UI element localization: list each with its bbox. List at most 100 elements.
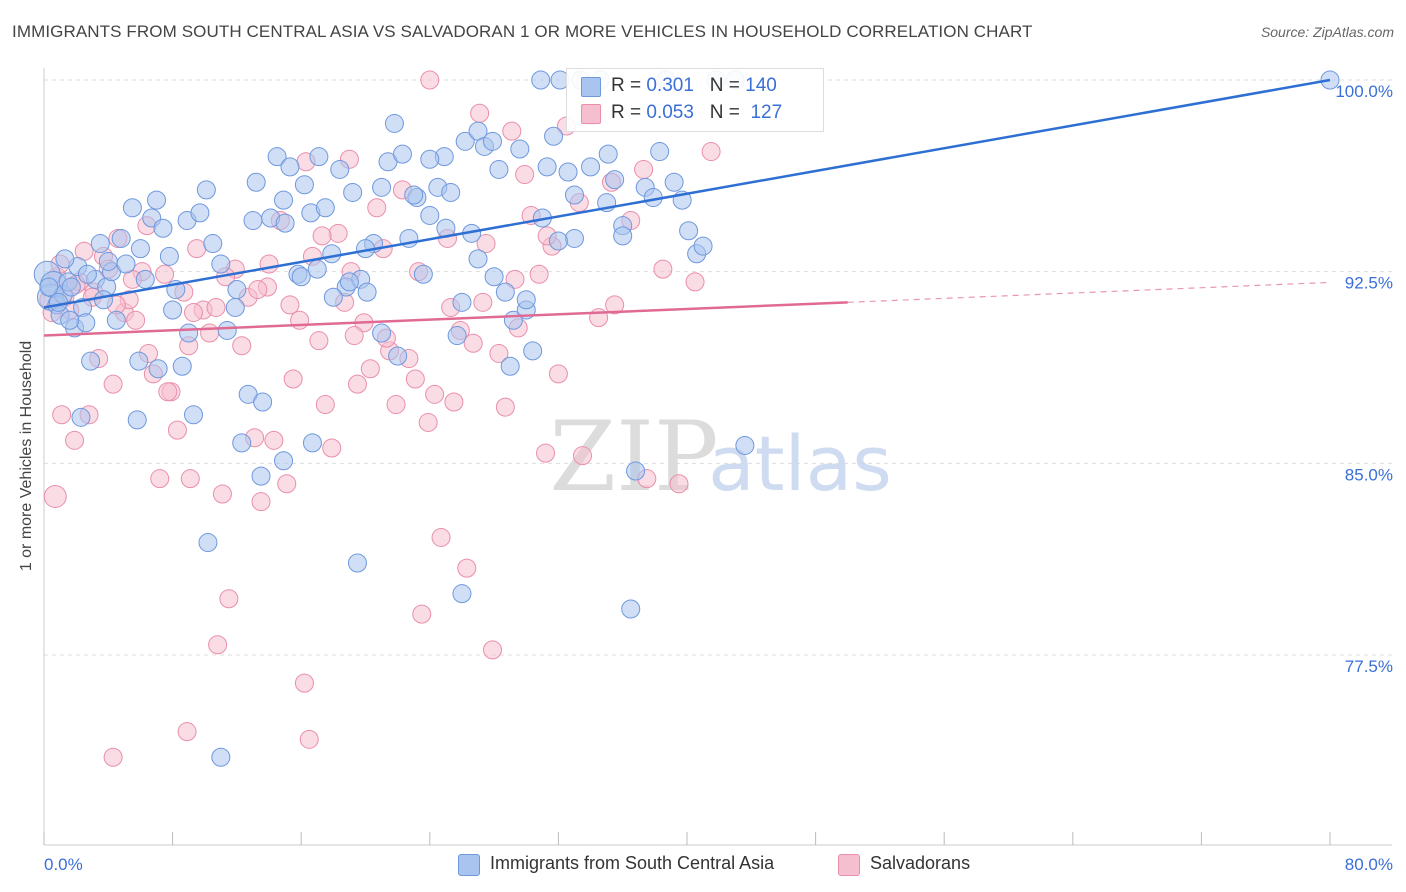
immigrants-point (484, 267, 504, 287)
immigrants-point (489, 159, 509, 179)
salvadorans-point (412, 604, 432, 624)
legend-label: Immigrants from South Central Asia (490, 853, 775, 873)
immigrants-point (650, 142, 670, 162)
immigrants-point (384, 113, 404, 133)
salvadorans-point (208, 635, 228, 655)
salvadorans-point (463, 333, 483, 353)
immigrants-point (106, 310, 126, 330)
axes (43, 68, 1392, 846)
immigrants-point (190, 203, 210, 223)
immigrants-point (217, 320, 237, 340)
salvadorans-point (65, 430, 85, 450)
immigrants-point (203, 234, 223, 254)
salvadorans-point (309, 331, 329, 351)
immigrants-point (60, 310, 80, 330)
immigrants-point (510, 139, 530, 159)
immigrants-point (598, 144, 618, 164)
immigrants-point (98, 251, 118, 271)
immigrants-point (605, 170, 625, 190)
immigrants-point (48, 292, 68, 312)
legend-swatch-blue (581, 77, 601, 97)
salvadorans-point (473, 292, 493, 312)
immigrants-point (172, 356, 192, 376)
immigrants-point (621, 599, 641, 619)
salvadorans-point (505, 269, 525, 289)
salvadorans-point (444, 392, 464, 412)
salvadorans-point (605, 295, 625, 315)
immigrants-point (116, 254, 136, 274)
immigrants-point (55, 249, 75, 269)
salvadorans-point (177, 722, 197, 742)
salvadorans-point (418, 412, 438, 432)
salvadorans-point (360, 359, 380, 379)
immigrants-point (130, 239, 150, 259)
immigrants-point (452, 584, 472, 604)
tick-labels: 77.5% 85.0% 92.5% 100.0% 0.0% 80.0% (44, 82, 1393, 874)
salvadorans-point (158, 382, 178, 402)
immigrants-point (291, 267, 311, 287)
salvadorans-point (277, 474, 297, 494)
immigrants-point (274, 190, 294, 210)
immigrants-point (495, 282, 515, 302)
immigrants-point (347, 553, 367, 573)
legend-swatch-pink (838, 854, 860, 876)
salvadorans-point (103, 374, 123, 394)
salvadorans-point (187, 239, 207, 259)
salvadorans-point (264, 430, 284, 450)
salvadorans-point (482, 640, 502, 660)
salvadorans-point (126, 310, 146, 330)
salvadorans-point (248, 280, 268, 300)
n-value: 140 (745, 75, 777, 96)
immigrants-point (523, 341, 543, 361)
immigrants-point (323, 287, 343, 307)
immigrants-point (564, 185, 584, 205)
salvadorans-point (495, 397, 515, 417)
immigrants-point (548, 231, 568, 251)
immigrants-point (159, 246, 179, 266)
immigrants-point (343, 182, 363, 202)
immigrants-point (307, 259, 327, 279)
immigrants-point (246, 172, 266, 192)
salvadorans-point (386, 395, 406, 415)
immigrants-point (163, 300, 183, 320)
immigrants-point (679, 221, 699, 241)
immigrants-point (122, 198, 142, 218)
salvadorans-point (573, 446, 593, 466)
watermark: ZIP atlas (549, 401, 891, 513)
immigrants-point (211, 747, 231, 767)
n-value: 127 (750, 102, 783, 123)
chart-title: IMMIGRANTS FROM SOUTH CENTRAL ASIA VS SA… (12, 22, 1033, 41)
salvadorans-point (322, 438, 342, 458)
r-value: 0.301 (646, 75, 694, 96)
immigrants-point (516, 290, 536, 310)
y-tick-label: 92.5% (1345, 274, 1393, 293)
immigrants-point (392, 144, 412, 164)
salvadorans-point (180, 469, 200, 489)
immigrants-point (468, 249, 488, 269)
salvadorans-point (653, 259, 673, 279)
immigrants-point (558, 162, 578, 182)
salvadorans-point (548, 364, 568, 384)
immigrants-point (61, 277, 81, 297)
salvadorans-point (367, 198, 387, 218)
y-tick-label: 77.5% (1345, 657, 1393, 676)
stats-legend: R = 0.301 N = 140 R = 0.053 N = 127 (566, 68, 824, 132)
grid-lines (44, 79, 1392, 656)
n-label: N = (709, 75, 740, 96)
immigrants-point (198, 533, 218, 553)
immigrants-point (302, 433, 322, 453)
immigrants-point (544, 126, 564, 146)
immigrants-point (420, 149, 440, 169)
legend-swatch-blue (458, 854, 480, 876)
source-label: Source: ZipAtlas.com (1260, 24, 1394, 40)
immigrants-point (452, 292, 472, 312)
salvadorans-point (420, 70, 440, 90)
salvadorans-point (431, 527, 451, 547)
salvadorans-point (212, 484, 232, 504)
r-label: R = (611, 75, 642, 96)
salvadorans-point (232, 336, 252, 356)
immigrants-point (183, 405, 203, 425)
salvadorans-point (219, 589, 239, 609)
immigrants-point (581, 157, 601, 177)
salvadorans-point (312, 226, 332, 246)
